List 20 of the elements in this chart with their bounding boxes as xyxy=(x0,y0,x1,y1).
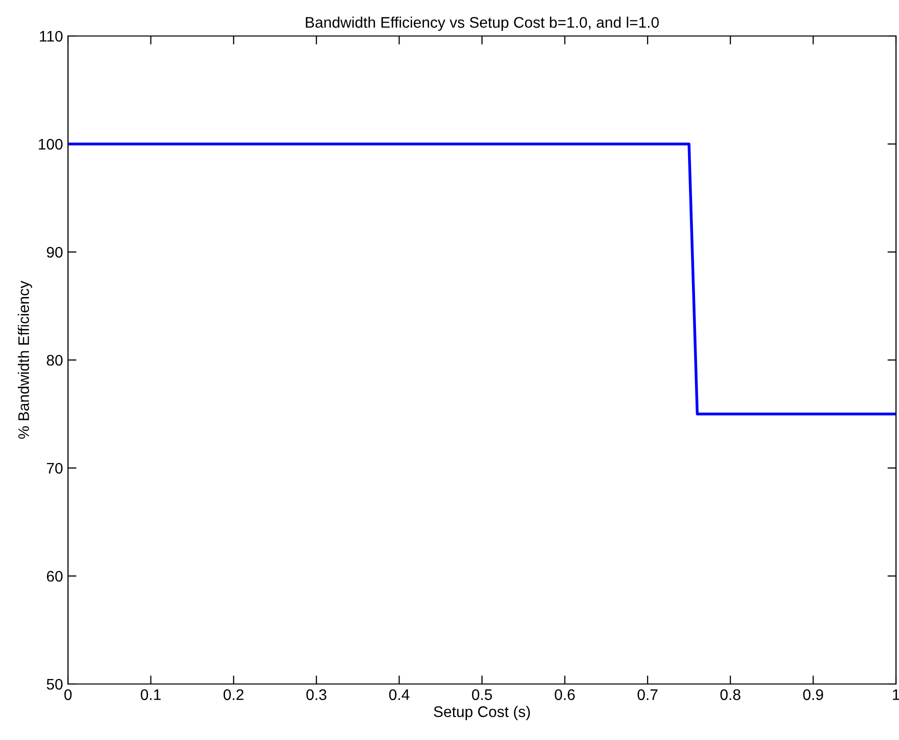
y-tick-label: 70 xyxy=(46,462,63,474)
x-tick-label: 0.7 xyxy=(638,689,658,700)
x-tick-label: 0.9 xyxy=(803,689,824,700)
x-axis-title: Setup Cost (s) xyxy=(434,706,530,720)
x-tick-label: 0.2 xyxy=(224,689,244,700)
y-axis-title: % Bandwidth Efficiency xyxy=(18,280,32,439)
x-tick-label: 0.5 xyxy=(472,689,492,700)
chart-title: Bandwidth Efficiency vs Setup Cost b=1.0, and l=1.0 xyxy=(306,16,659,31)
y-tick-label: 90 xyxy=(46,246,63,258)
x-tick-label: 0.4 xyxy=(389,689,410,700)
x-tick-label: 0.6 xyxy=(554,689,575,700)
x-tick-label: 0 xyxy=(64,689,72,700)
x-tick-label: 0.3 xyxy=(306,689,326,700)
x-tick-label: 0.1 xyxy=(140,689,161,700)
y-tick-label: 50 xyxy=(46,678,63,690)
x-tick-label: 0.8 xyxy=(720,689,740,700)
y-tick-label: 60 xyxy=(46,570,63,582)
y-tick-label: 100 xyxy=(38,138,63,150)
y-tick-label: 80 xyxy=(46,354,63,366)
y-tick-label: 110 xyxy=(40,30,63,42)
